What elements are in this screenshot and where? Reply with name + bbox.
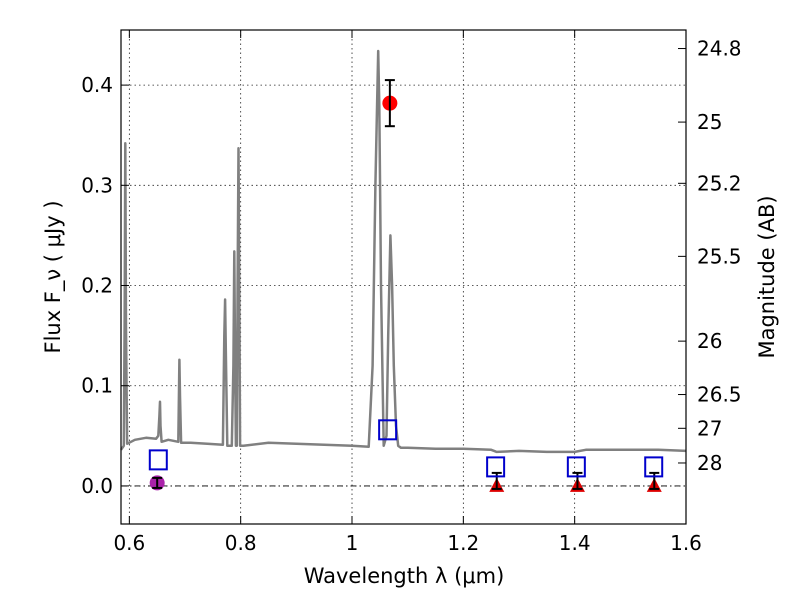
y2-tick-label: 25.5 [697, 244, 742, 268]
y2-axis-label: Magnitude (AB) [755, 195, 779, 358]
x-tick-label: 1.2 [447, 531, 479, 555]
y-tick-label: 0.1 [81, 374, 113, 398]
model-photometry-square [644, 456, 664, 478]
model-spectrum-line [119, 49, 687, 454]
x-tick-label: 0.6 [113, 531, 145, 555]
y2-tick-label: 24.8 [697, 37, 742, 61]
y-tick-label: 0.2 [81, 274, 113, 298]
model-photometry-square [566, 456, 586, 478]
y2-axis-ticks: 24.8 25 25.2 25.5 26 26.5 27 28 [678, 37, 742, 475]
detection-errorbar [384, 79, 395, 128]
model-photometry-square [148, 449, 168, 471]
photometry-points-layer [148, 79, 664, 492]
x-tick-label: 1.6 [670, 531, 702, 555]
model-spectrum-layer [119, 49, 687, 454]
y2-tick-label: 26 [697, 329, 722, 353]
x-axis-label: Wavelength λ (μm) [304, 564, 505, 588]
y2-tick-label: 25 [697, 110, 722, 134]
y-tick-label: 0.4 [81, 73, 113, 97]
model-photometry-square [486, 456, 506, 478]
low-flux-errorbar [152, 476, 163, 489]
y-axis-ticks: 0.0 0.1 0.2 0.3 0.4 [81, 73, 129, 498]
y2-tick-label: 28 [697, 451, 722, 475]
grid-lines [121, 30, 686, 524]
plot-frame [120, 29, 687, 525]
x-tick-label: 1 [346, 531, 359, 555]
y2-tick-label: 25.2 [697, 171, 742, 195]
y2-tick-label: 27 [697, 416, 722, 440]
y-axis-label: Flux F_ν ( μJy ) [41, 200, 66, 353]
y-tick-label: 0.0 [81, 474, 113, 498]
model-photometry-square [378, 419, 398, 441]
y2-tick-label: 26.5 [697, 383, 742, 407]
x-tick-label: 1.4 [559, 531, 591, 555]
x-tick-label: 0.8 [225, 531, 257, 555]
y-tick-label: 0.3 [81, 173, 113, 197]
x-axis-ticks: 0.6 0.8 1 1.2 1.4 1.6 [113, 30, 702, 555]
